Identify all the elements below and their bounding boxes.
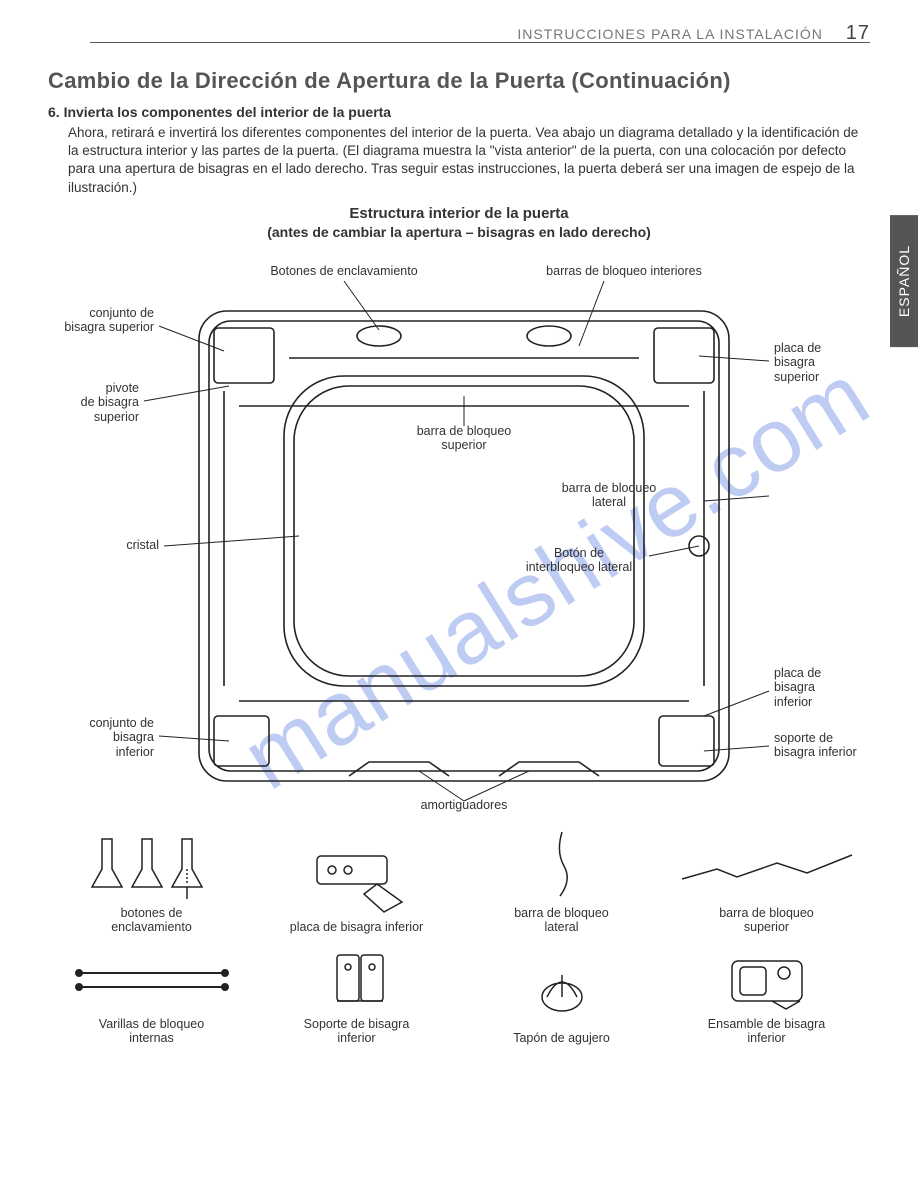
parts-row-2: Varillas de bloqueointernas Soporte de b… [49, 943, 869, 1046]
section-label: INSTRUCCIONES PARA LA INSTALACIÓN [517, 26, 823, 42]
part-label: botones deenclavamiento [111, 906, 192, 934]
part-upper-lock-bar: barra de bloqueosuperior [664, 824, 869, 935]
callout-glass: cristal [49, 538, 159, 552]
part-label: barra de bloqueosuperior [719, 906, 814, 934]
part-lower-hinge-plate: placa de bisagra inferior [254, 838, 459, 934]
part-label: placa de bisagra inferior [290, 920, 423, 934]
callout-side-lock-bar: barra de bloqueolateral [529, 481, 689, 510]
callout-inner-lock-bars: barras de bloqueo interiores [499, 264, 749, 278]
part-label: Tapón de agujero [513, 1031, 610, 1045]
callout-lower-hinge-assembly: conjunto debisagrainferior [49, 716, 154, 759]
callout-upper-hinge-assembly: conjunto debisagra superior [49, 306, 154, 335]
part-label: Soporte de bisagrainferior [304, 1017, 410, 1045]
part-inner-lock-rods: Varillas de bloqueointernas [49, 943, 254, 1046]
part-hole-plug: Tapón de agujero [459, 957, 664, 1045]
language-tab: ESPAÑOL [890, 215, 918, 347]
callout-lower-hinge-bracket: soporte debisagra inferior [774, 731, 869, 760]
door-svg [49, 246, 869, 816]
door-diagram: manualshive.com [49, 246, 869, 816]
callout-side-interlock-button: Botón deinterbloqueo lateral [504, 546, 654, 575]
part-label: Varillas de bloqueointernas [99, 1017, 204, 1045]
part-label: barra de bloqueolateral [514, 906, 609, 934]
callout-lower-hinge-plate: placa debisagrainferior [774, 666, 864, 709]
part-lower-hinge-assembly: Ensamble de bisagrainferior [664, 943, 869, 1046]
page-title: Cambio de la Dirección de Apertura de la… [48, 68, 870, 94]
page-number: 17 [846, 22, 870, 44]
callout-upper-hinge-plate: placa debisagrasuperior [774, 341, 864, 384]
running-header: INSTRUCCIONES PARA LA INSTALACIÓN 17 [517, 22, 870, 45]
step-paragraph: Ahora, retirará e invertirá los diferent… [68, 124, 870, 197]
callout-interlock-buttons: Botones de enclavamiento [229, 264, 459, 278]
parts-row-1: botones deenclavamiento placa de bisagra… [49, 824, 869, 935]
callout-dampers: amortiguadores [389, 798, 539, 812]
parts-grid: botones deenclavamiento placa de bisagra… [49, 824, 869, 1046]
part-side-lock-bar: barra de bloqueolateral [459, 824, 664, 935]
manual-page: INSTRUCCIONES PARA LA INSTALACIÓN 17 ESP… [0, 0, 918, 1188]
figure-subtitle: (antes de cambiar la apertura – bisagras… [48, 224, 870, 240]
figure-title: Estructura interior de la puerta [48, 205, 870, 222]
callout-upper-hinge-pivot: pivotede bisagrasuperior [49, 381, 139, 424]
callout-upper-lock-bar: barra de bloqueosuperior [389, 424, 539, 453]
step-heading: 6. Invierta los componentes del interior… [48, 104, 870, 120]
part-label: Ensamble de bisagrainferior [708, 1017, 825, 1045]
part-interlock-buttons: botones deenclavamiento [49, 824, 254, 935]
part-lower-hinge-bracket: Soporte de bisagrainferior [254, 943, 459, 1046]
